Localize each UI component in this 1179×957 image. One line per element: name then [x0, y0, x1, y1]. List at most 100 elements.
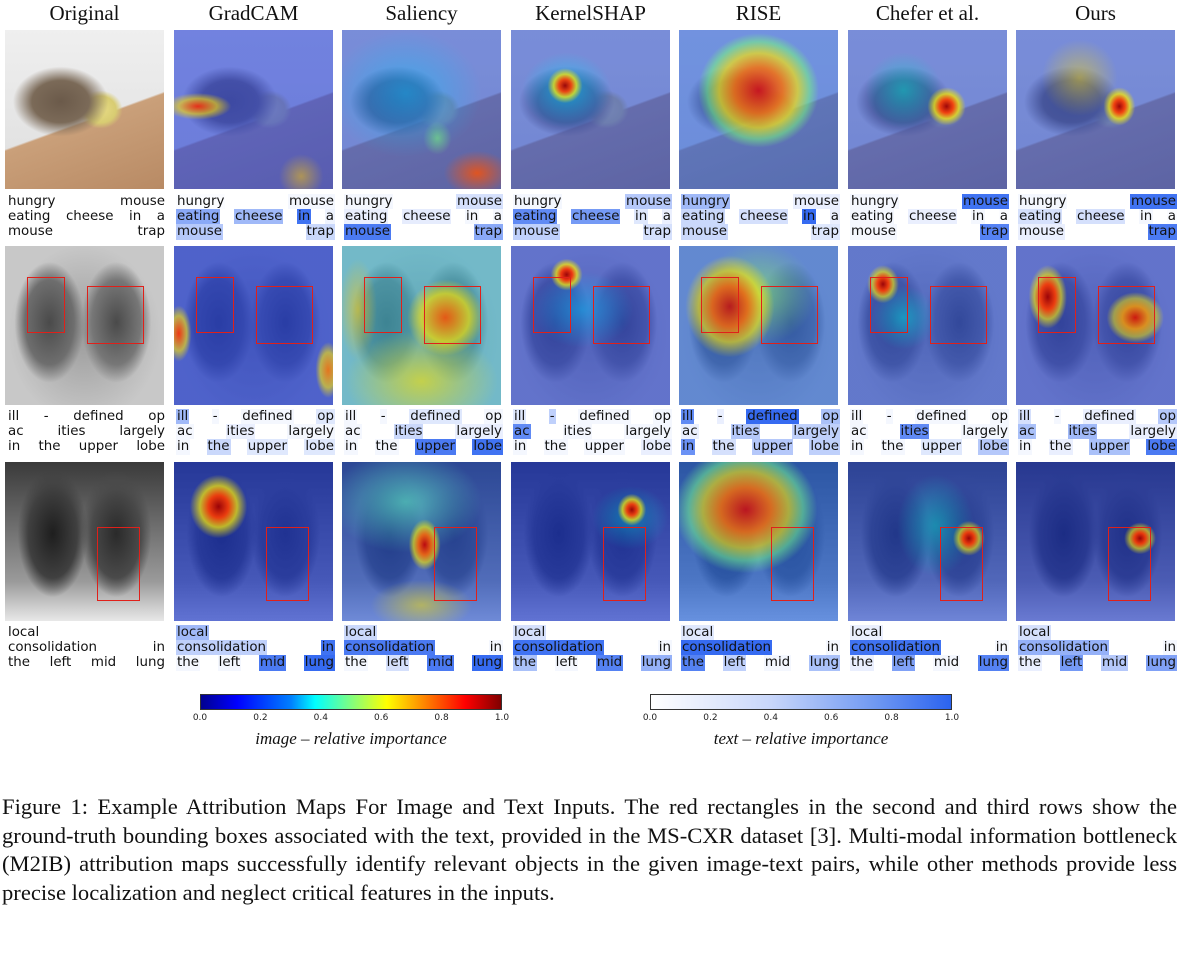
- caption-token: in: [465, 209, 480, 225]
- text-colorbar: 0.0 0.2 0.4 0.6 0.8 1.0 text – relative impor…: [643, 694, 959, 754]
- caption-line: consolidation in: [176, 640, 335, 656]
- caption-token: mouse: [513, 224, 560, 240]
- caption-token: ac: [850, 424, 868, 440]
- caption-token: mouse: [456, 194, 503, 210]
- caption-token: hungry: [681, 194, 731, 210]
- caption-line: ill - defined op: [850, 409, 1009, 425]
- caption-token: the: [38, 439, 61, 455]
- column-header: KernelSHAP: [535, 1, 646, 25]
- caption-token: ities: [1067, 424, 1098, 440]
- caption-token: in: [657, 640, 672, 656]
- caption-token: defined: [73, 409, 124, 424]
- colorbar-tick-label: 0.0: [642, 713, 658, 723]
- caption-token: largely: [119, 424, 165, 440]
- caption-token: trap: [979, 224, 1009, 240]
- token-caption: ill - defined op ac ities largely in the upper lob…: [513, 409, 672, 455]
- caption-token: a: [492, 209, 503, 225]
- caption-token: cheese: [401, 209, 452, 225]
- caption-token: op: [316, 409, 335, 425]
- caption-line: the left mid lung: [513, 655, 672, 671]
- caption-token: upper: [583, 439, 626, 455]
- token-caption: ill - defined op ac ities largely in the upper lob…: [176, 409, 335, 455]
- ground-truth-bbox: [870, 277, 908, 333]
- caption-line: mouse trap: [7, 224, 166, 239]
- caption-line: ac ities largely: [850, 424, 1009, 440]
- caption-token: in: [320, 640, 335, 656]
- text-colorbar-gradient: [650, 694, 952, 710]
- ground-truth-bbox: [266, 527, 309, 601]
- caption-line: ac ities largely: [344, 424, 503, 440]
- caption-token: in: [634, 209, 649, 225]
- caption-token: lobe: [136, 439, 165, 455]
- ground-truth-bbox: [593, 286, 650, 344]
- ground-truth-bbox: [603, 527, 646, 601]
- image-colorbar-label: image – relative importance: [255, 729, 447, 748]
- caption-line: eating cheese in a: [176, 209, 335, 225]
- caption-line: ill - defined op: [344, 409, 503, 425]
- caption-token: cheese: [233, 209, 284, 225]
- caption-line: eating cheese in a: [1018, 209, 1177, 225]
- caption-line: local: [1018, 625, 1177, 641]
- colorbar-tick-label: 0.2: [253, 713, 268, 723]
- caption-token: ill: [681, 409, 695, 425]
- caption-token: lobe: [472, 439, 503, 455]
- caption-token: in: [488, 640, 503, 656]
- caption-token: in: [1018, 439, 1033, 455]
- caption-token: largely: [1129, 424, 1177, 440]
- caption-token: lobe: [1146, 439, 1177, 455]
- caption-token: upper: [751, 439, 794, 455]
- caption-token: the: [850, 655, 874, 671]
- caption-token: the: [1048, 439, 1073, 455]
- heatmap-overlay: [848, 246, 1007, 405]
- heatmap-overlay: [679, 462, 838, 621]
- caption-token: ill: [1018, 409, 1032, 425]
- caption-token: ill: [344, 409, 358, 425]
- caption-line: hungry mouse: [176, 194, 335, 210]
- attribution-panel-mouse-2: [342, 30, 501, 189]
- caption-token: eating: [8, 209, 51, 225]
- token-caption: hungry mouse eating cheese in a mouse trap: [850, 194, 1009, 240]
- heatmap-overlay: [1016, 246, 1175, 405]
- caption-token: hungry: [1018, 194, 1068, 210]
- caption-line: the left mid lung: [850, 655, 1009, 671]
- heatmap-overlay: [679, 30, 838, 189]
- caption-line: ill - defined op: [681, 409, 840, 425]
- attribution-panel-mouse-0: [5, 30, 164, 189]
- caption-token: trap: [810, 224, 840, 240]
- caption-token: upper: [78, 439, 119, 455]
- ground-truth-bbox: [27, 277, 65, 333]
- caption-token: in: [825, 640, 840, 656]
- caption-token: cheese: [738, 209, 789, 225]
- ground-truth-bbox: [424, 286, 481, 344]
- caption-token: -: [211, 409, 219, 425]
- caption-token: the: [344, 655, 368, 671]
- caption-token: mouse: [681, 224, 728, 240]
- caption-token: cheese: [907, 209, 958, 225]
- attribution-panel-xray1-4: [679, 246, 838, 405]
- caption-line: in the upper lobe: [850, 439, 1009, 455]
- caption-token: ac: [8, 424, 24, 440]
- caption-token: in: [850, 439, 865, 455]
- caption-token: in: [152, 640, 165, 656]
- caption-line: local: [850, 625, 1009, 641]
- ground-truth-bbox: [1038, 277, 1076, 333]
- caption-token: ac: [681, 424, 699, 440]
- heatmap-overlay: [848, 462, 1007, 621]
- heatmap-overlay: [342, 246, 501, 405]
- caption-line: in the upper lobe: [176, 439, 335, 455]
- caption-token: a: [998, 209, 1009, 225]
- caption-token: in: [176, 439, 191, 455]
- text-colorbar-label: text – relative importance: [713, 729, 889, 748]
- caption-token: ac: [176, 424, 194, 440]
- caption-token: lung: [977, 655, 1009, 671]
- caption-line: mouse trap: [681, 224, 840, 240]
- caption-token: in: [681, 439, 696, 455]
- caption-token: the: [543, 439, 568, 455]
- caption-line: ac ities largely: [7, 424, 166, 439]
- caption-token: ities: [225, 424, 256, 440]
- heatmap-overlay: [511, 30, 670, 189]
- caption-token: largely: [287, 424, 335, 440]
- caption-token: op: [821, 409, 840, 425]
- caption-line: hungry mouse: [7, 194, 166, 209]
